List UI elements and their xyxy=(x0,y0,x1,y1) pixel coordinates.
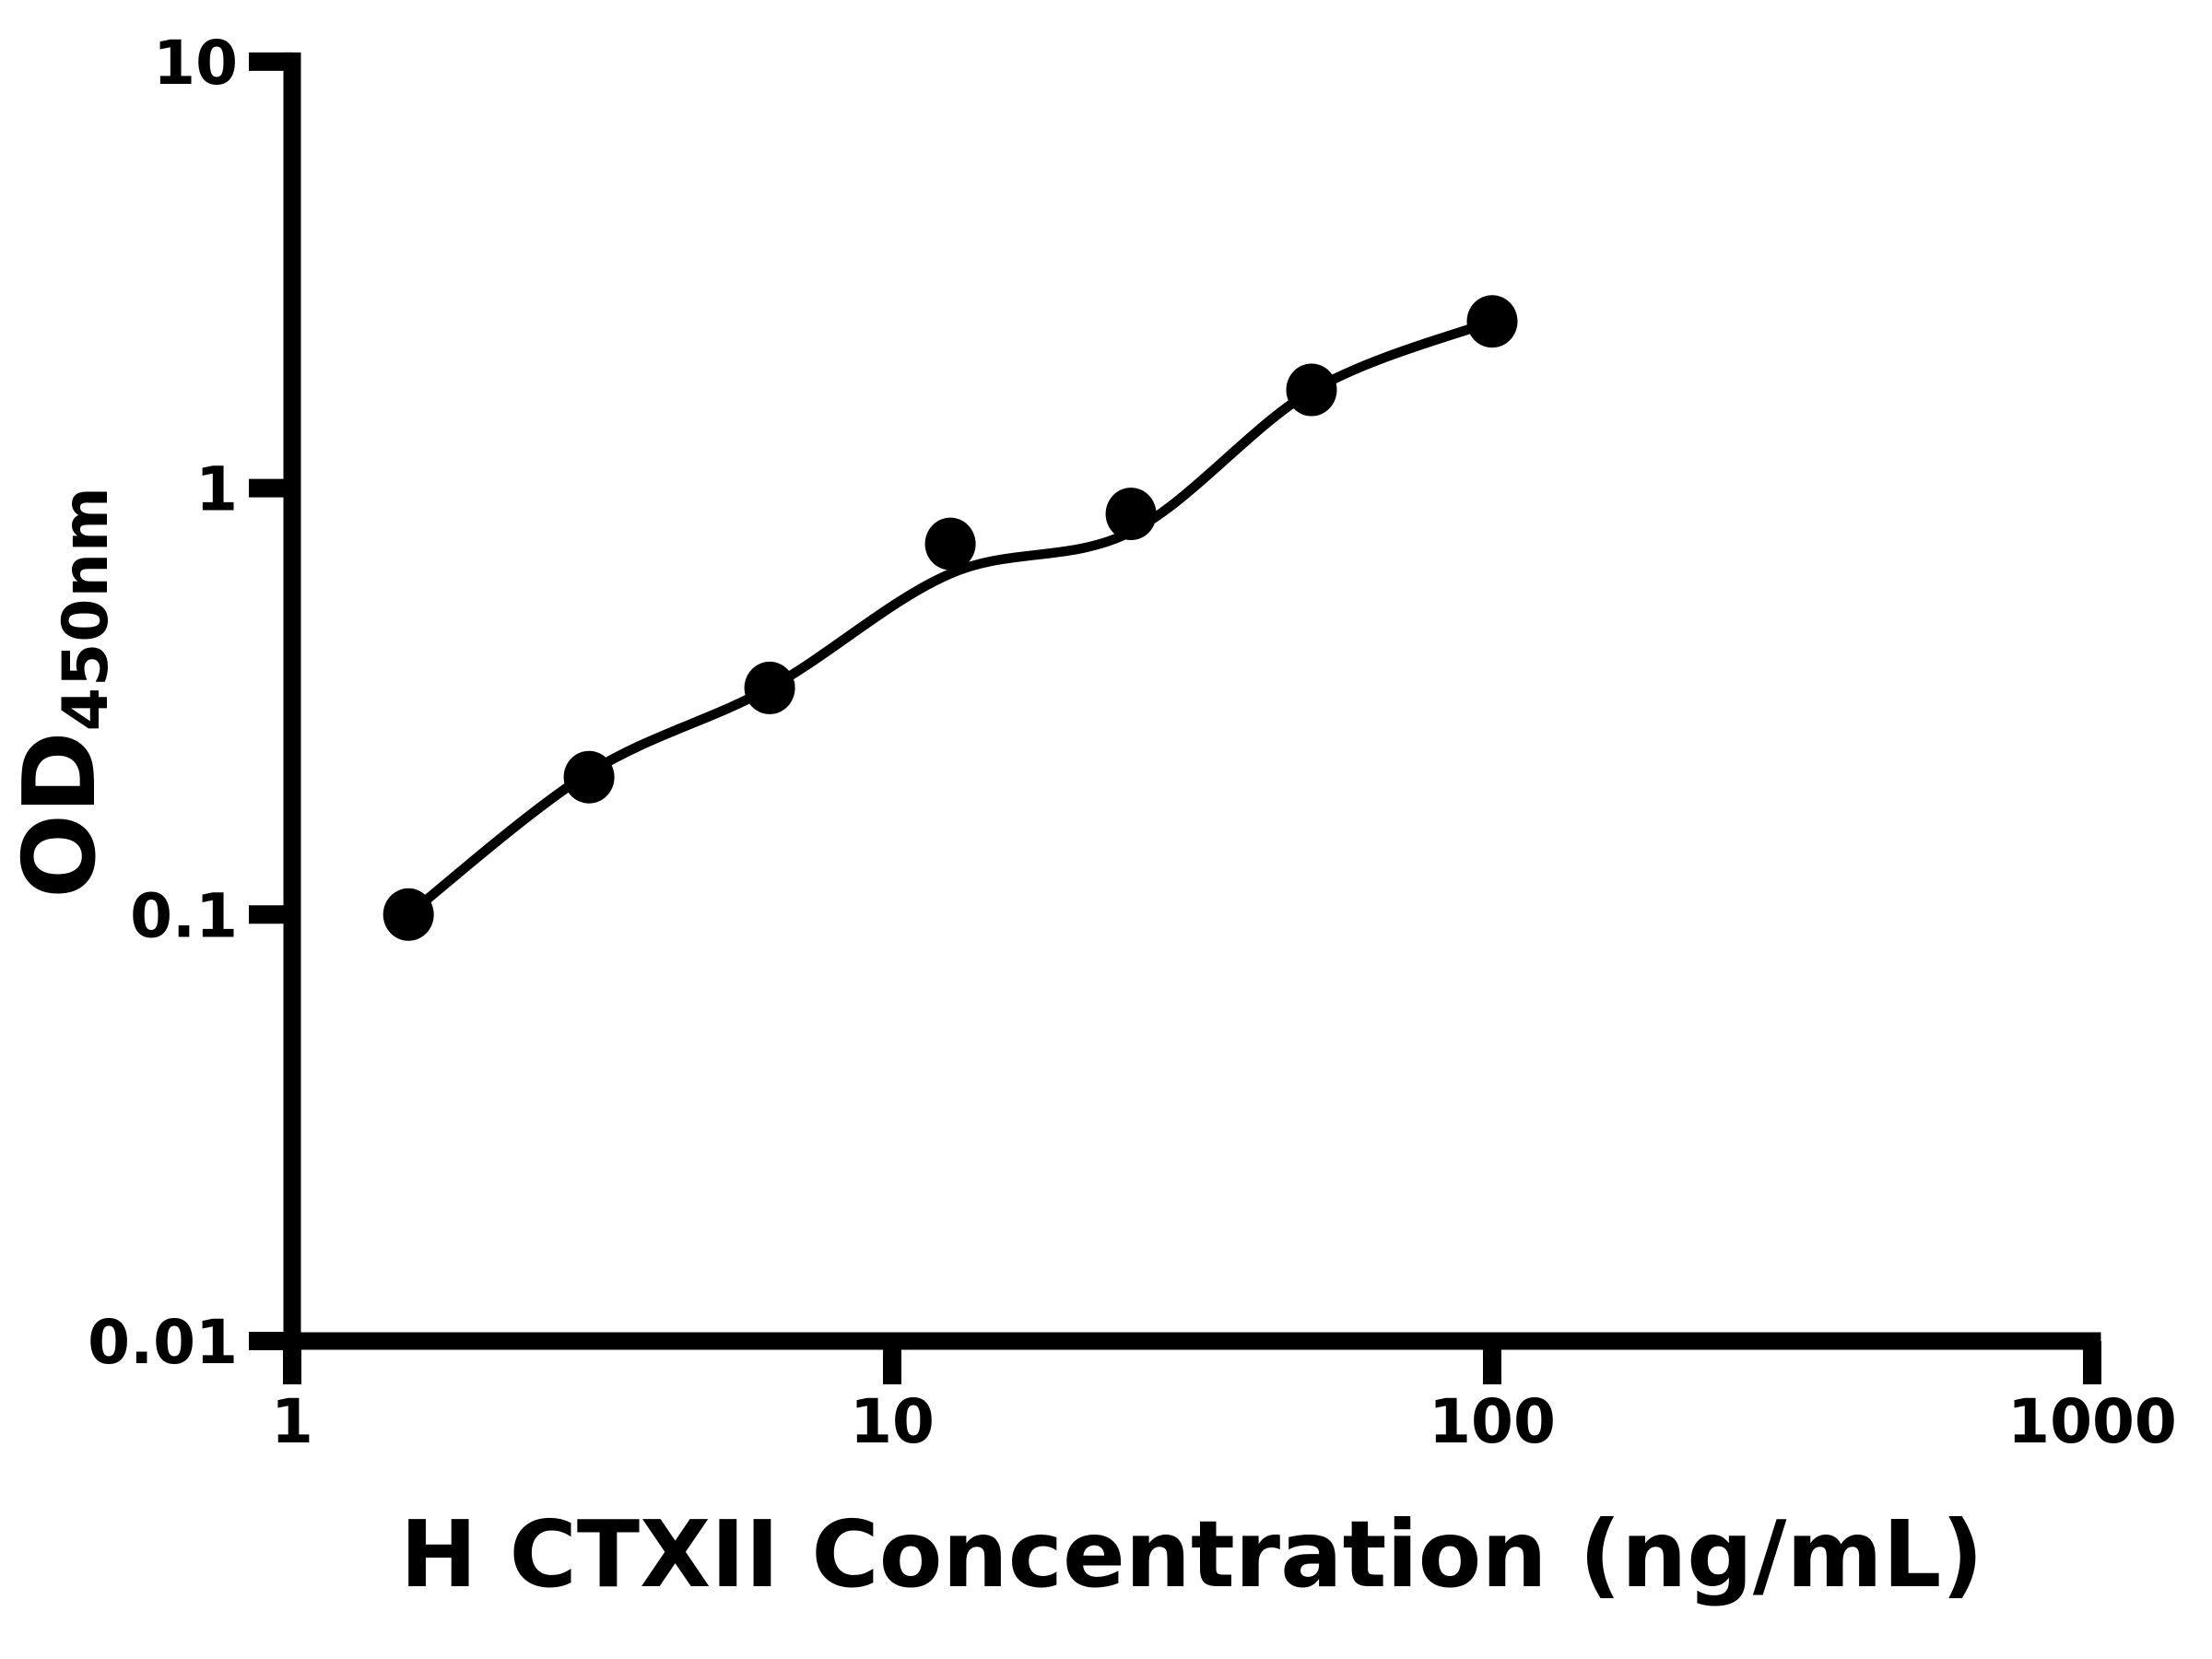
y-axis-title-main: OD xyxy=(3,731,118,899)
data-point xyxy=(1286,363,1337,417)
x-tick-label: 1 xyxy=(271,1386,313,1457)
y-tick-label: 1 xyxy=(195,454,238,525)
fit-curve-line xyxy=(403,316,1498,920)
y-axis-title-subscript: 450nm xyxy=(50,486,123,732)
y-tick-label: 0.1 xyxy=(130,880,238,951)
data-point xyxy=(744,661,795,714)
axis-ticks xyxy=(249,52,2101,1384)
data-point xyxy=(1105,488,1157,541)
x-axis-title: H CTXII Concentration (ng/mL) xyxy=(399,1500,1984,1608)
y-tick-label: 0.01 xyxy=(88,1307,238,1378)
axis-tick-labels: 10 1 0.1 0.01 1 10 100 1000 xyxy=(88,28,2177,1457)
data-point xyxy=(563,750,615,804)
y-axis-title: OD450nm xyxy=(3,486,123,899)
data-point xyxy=(382,888,434,941)
x-tick-label: 1000 xyxy=(2007,1386,2177,1457)
x-tick-label: 100 xyxy=(1429,1386,1556,1457)
y-tick-label: 10 xyxy=(153,28,238,99)
axes xyxy=(283,52,2101,1350)
data-points xyxy=(382,295,1518,941)
x-tick-label: 10 xyxy=(850,1386,935,1457)
data-point xyxy=(1466,295,1518,348)
data-point xyxy=(924,517,976,571)
